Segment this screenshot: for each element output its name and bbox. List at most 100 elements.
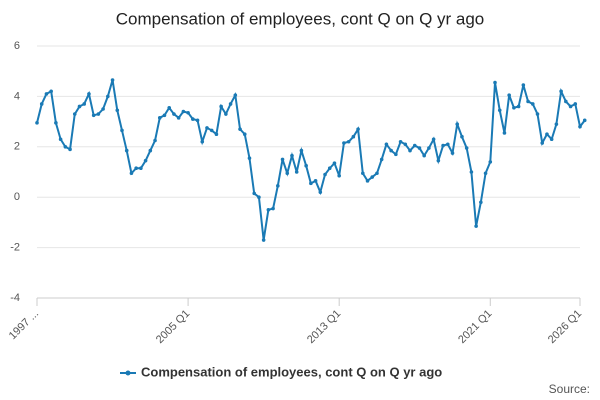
point: [337, 173, 341, 178]
point: [502, 131, 507, 135]
point: [441, 143, 445, 148]
point: [554, 122, 559, 126]
point: [242, 132, 247, 136]
point: [195, 118, 200, 123]
point: [327, 166, 332, 171]
point: [540, 141, 545, 145]
series-line: [36, 79, 586, 241]
point: [266, 208, 271, 212]
point: [474, 224, 478, 228]
point: [257, 195, 261, 199]
point: [153, 138, 157, 143]
point: [162, 113, 167, 118]
point: [351, 134, 356, 139]
point: [464, 146, 469, 150]
point: [280, 157, 285, 162]
point: [318, 190, 323, 194]
point: [252, 191, 256, 196]
point: [530, 102, 535, 106]
point: [120, 128, 124, 133]
point: [35, 121, 39, 125]
source: Source:: [549, 382, 590, 396]
point: [157, 116, 162, 120]
point: [309, 181, 313, 186]
point: [238, 127, 242, 131]
point: [507, 93, 511, 97]
point: [294, 170, 299, 174]
y-tick-label: -4: [10, 292, 20, 304]
point: [285, 171, 290, 176]
point: [172, 112, 176, 116]
point: [564, 99, 568, 104]
point: [460, 134, 464, 139]
point: [450, 151, 455, 155]
point: [356, 127, 360, 131]
point: [361, 171, 365, 176]
point: [110, 78, 115, 82]
point: [68, 147, 72, 152]
point: [483, 171, 488, 176]
point: [91, 113, 96, 118]
point: [346, 139, 351, 144]
point: [191, 117, 195, 121]
point: [49, 89, 53, 94]
point: [224, 112, 228, 116]
point: [304, 163, 308, 168]
point: [209, 128, 214, 133]
point: [87, 92, 91, 96]
point: [290, 153, 294, 158]
point: [205, 126, 209, 130]
legend-marker: [125, 370, 131, 376]
point: [384, 142, 389, 147]
point: [63, 145, 68, 149]
point: [72, 112, 77, 116]
point: [394, 152, 398, 157]
point: [101, 107, 105, 111]
point: [233, 93, 238, 97]
point: [44, 92, 49, 96]
point: [148, 148, 153, 153]
point: [549, 137, 554, 142]
point: [479, 200, 483, 205]
x-tick-label: 2026 Q1: [546, 308, 584, 346]
x-tick-label: 2013 Q1: [305, 308, 343, 346]
x-tick-label: 1997 ...: [7, 308, 41, 342]
point: [535, 112, 540, 116]
point: [375, 171, 379, 176]
point: [139, 166, 143, 171]
point: [582, 118, 587, 123]
point: [445, 142, 450, 147]
point: [370, 175, 375, 179]
point: [497, 108, 502, 113]
point: [219, 104, 223, 109]
point: [389, 148, 393, 153]
point: [512, 105, 516, 110]
point: [578, 124, 582, 129]
point: [559, 89, 563, 94]
point: [143, 158, 148, 163]
point: [469, 170, 474, 174]
point: [436, 158, 441, 163]
point: [176, 116, 181, 120]
point: [313, 179, 318, 183]
point: [365, 179, 370, 183]
point: [422, 153, 426, 158]
point: [342, 141, 346, 145]
point: [493, 80, 497, 85]
point: [573, 102, 578, 106]
point: [261, 238, 266, 242]
point: [186, 110, 190, 115]
point: [412, 143, 417, 148]
x-tick-label: 2005 Q1: [154, 308, 192, 346]
point: [247, 156, 252, 160]
point: [96, 112, 101, 116]
point: [332, 161, 337, 165]
point: [521, 83, 526, 87]
point: [545, 132, 549, 136]
point: [134, 166, 138, 171]
point: [39, 102, 44, 106]
point: [455, 122, 460, 126]
y-tick-label: 2: [14, 141, 20, 153]
point: [488, 160, 493, 164]
